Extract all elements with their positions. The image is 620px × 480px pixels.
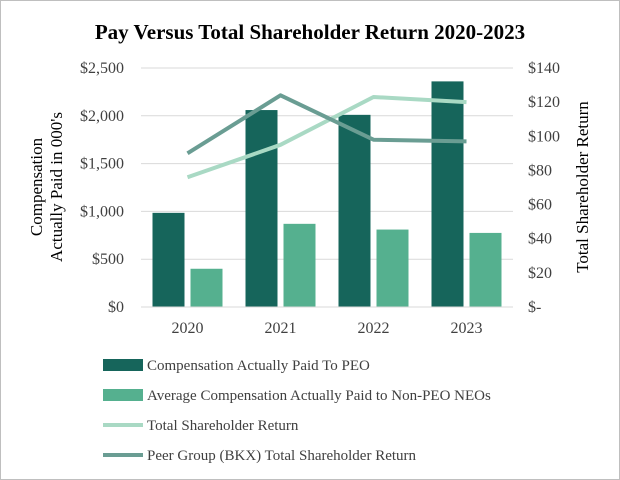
- series-line-tsr: [186, 95, 467, 180]
- left-tick-label: $1,500: [80, 156, 124, 173]
- right-tick-label: $80: [528, 162, 552, 179]
- right-tick-label: $140: [528, 60, 560, 77]
- left-tick-label: $2,000: [80, 108, 124, 125]
- bar-peo-2020: [152, 212, 185, 307]
- right-axis-ticks: $- $20 $40 $60 $80 $100 $120 $140: [528, 60, 560, 316]
- left-tick-label: $500: [92, 251, 124, 268]
- bar-non-peo-2020: [190, 268, 223, 307]
- right-tick-label: $40: [528, 231, 552, 248]
- right-axis-label: Total Shareholder Return: [573, 101, 592, 273]
- bars: [152, 81, 502, 308]
- left-tick-label: $2,500: [80, 60, 124, 77]
- chart-title: Pay Versus Total Shareholder Return 2020…: [95, 20, 525, 44]
- left-tick-label: $0: [108, 299, 124, 316]
- bar-peo-2022: [338, 114, 371, 308]
- x-tick-label: 2022: [358, 320, 390, 337]
- right-tick-label: $-: [528, 299, 541, 316]
- right-tick-label: $100: [528, 128, 560, 145]
- x-tick-label: 2020: [172, 320, 204, 337]
- bar-non-peo-2023: [469, 232, 502, 307]
- left-axis-label-line-1: Compensation: [27, 137, 46, 236]
- right-tick-label: $120: [528, 94, 560, 111]
- legend-label: Average Compensation Actually Paid to No…: [147, 388, 491, 404]
- left-axis-label-line-2: Actually Paid in 000's: [47, 112, 66, 262]
- bar-peo-2021: [245, 110, 278, 308]
- legend-label: Compensation Actually Paid To PEO: [147, 358, 370, 374]
- bar-non-peo-2022: [376, 229, 409, 307]
- series-line-peer-tsr: [186, 93, 467, 156]
- lines: [186, 93, 467, 180]
- legend-label: Peer Group (BKX) Total Shareholder Retur…: [147, 448, 417, 464]
- legend-label: Total Shareholder Return: [147, 418, 299, 434]
- bar-peo-2023: [431, 81, 464, 307]
- legend: Compensation Actually Paid To PEO Average…: [103, 358, 491, 464]
- left-tick-label: $1,000: [80, 203, 124, 220]
- legend-swatch-bar: [103, 359, 143, 371]
- right-tick-label: $20: [528, 265, 552, 282]
- x-tick-label: 2021: [265, 320, 297, 337]
- right-tick-label: $60: [528, 197, 552, 214]
- left-axis-ticks: $0 $500 $1,000 $1,500 $2,000 $2,500: [80, 60, 124, 316]
- x-axis-ticks: 2020 2021 2022 2023: [172, 320, 483, 337]
- legend-swatch-bar: [103, 389, 143, 401]
- x-tick-label: 2023: [451, 320, 483, 337]
- bar-non-peo-2021: [283, 223, 316, 307]
